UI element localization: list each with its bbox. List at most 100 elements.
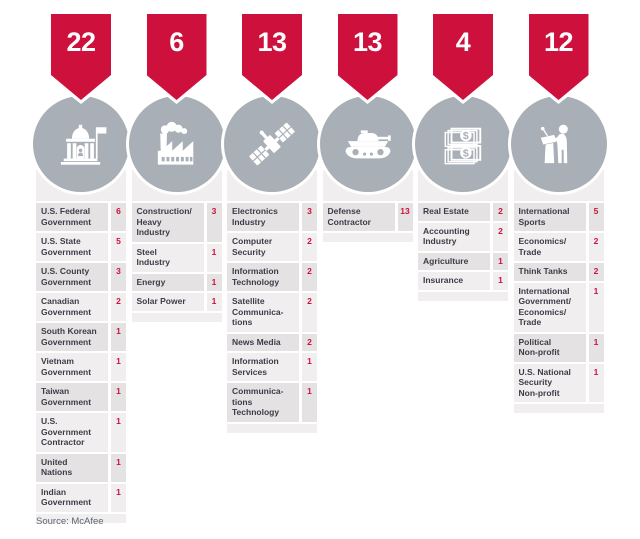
item-label: Political Non-profit <box>513 333 586 362</box>
item-count: 1 <box>111 353 126 381</box>
factory-icon <box>150 121 204 167</box>
item-count: 1 <box>588 363 604 402</box>
item-label: U.S. County Government <box>36 263 108 291</box>
item-label: International Government/ Economics/ Tra… <box>513 282 586 332</box>
item-count: 2 <box>302 263 317 291</box>
category-column: 22 U.S. Federal Government 6 U.S. State … <box>33 0 129 523</box>
item-label: Steel Industry <box>131 243 204 272</box>
item-label: Economics/ Trade <box>513 233 586 261</box>
list-item: Indian Government 1 <box>36 483 126 512</box>
category-column: 12 International Sports 5 Economics/ Tra… <box>510 0 607 413</box>
category-list: International Sports 5 Economics/ Trade … <box>513 170 604 413</box>
item-label: U.S. National Security Non-profit <box>513 363 586 402</box>
list-item: Political Non-profit 1 <box>513 333 604 362</box>
list-item: Information Technology 2 <box>227 263 317 291</box>
band-spacer <box>227 423 317 433</box>
list-item: Canadian Government 2 <box>36 293 126 321</box>
item-count: 1 <box>588 282 604 332</box>
list-item: Vietnam Government 1 <box>36 353 126 381</box>
list-item: Insurance 1 <box>418 272 508 290</box>
item-label: Taiwan Government <box>36 383 108 411</box>
list-item: Economics/ Trade 2 <box>513 233 604 261</box>
ribbon-total: 6 <box>169 27 184 57</box>
list-item: South Korean Government 1 <box>36 323 126 351</box>
satellite-icon <box>245 121 299 167</box>
item-count: 5 <box>111 233 126 261</box>
item-count: 1 <box>302 383 317 422</box>
item-label: Real Estate <box>418 203 490 221</box>
count-ribbon: 13 <box>242 14 302 100</box>
list-item: Solar Power 1 <box>131 293 222 311</box>
item-count: 2 <box>302 333 317 351</box>
item-count: 1 <box>302 353 317 381</box>
list-item: U.S. State Government 5 <box>36 233 126 261</box>
category-column: 4 $ $ Real Estate 2 Accounting Industry … <box>415 0 511 301</box>
ribbon-total: 13 <box>352 27 383 57</box>
item-label: U.S. State Government <box>36 233 108 261</box>
category-column: 6 Construction/ Heavy Industry 3 Steel I… <box>128 0 225 322</box>
item-count: 2 <box>493 203 508 221</box>
item-count: 1 <box>111 323 126 351</box>
item-count: 1 <box>111 413 126 452</box>
category-list: Construction/ Heavy Industry 3 Steel Ind… <box>131 170 222 322</box>
list-item: International Sports 5 <box>513 203 604 231</box>
item-count: 3 <box>302 203 317 231</box>
podium-speaker-icon <box>532 121 586 167</box>
item-count: 1 <box>111 383 126 411</box>
band-spacer <box>131 312 222 322</box>
band-spacer <box>418 291 508 301</box>
item-count: 6 <box>111 203 126 231</box>
category-circle <box>33 96 129 192</box>
item-count: 2 <box>588 263 604 281</box>
item-count: 1 <box>493 272 508 290</box>
item-label: Defense Contractor <box>322 203 395 231</box>
item-count: 2 <box>588 233 604 261</box>
item-count: 2 <box>493 222 508 251</box>
svg-text:$: $ <box>463 147 469 159</box>
item-label: News Media <box>227 333 299 351</box>
category-circle <box>128 96 225 192</box>
source-note: Source: McAfee <box>36 516 104 527</box>
item-label: South Korean Government <box>36 323 108 351</box>
item-count: 13 <box>397 203 413 231</box>
list-item: Agriculture 1 <box>418 252 508 270</box>
category-list: Electronics Industry 3 Computer Security… <box>227 170 317 433</box>
item-count: 3 <box>111 263 126 291</box>
item-count: 3 <box>206 203 222 242</box>
list-item: Energy 1 <box>131 273 222 291</box>
list-item: United Nations 1 <box>36 453 126 482</box>
list-item: U.S. National Security Non-profit 1 <box>513 363 604 402</box>
list-item: Taiwan Government 1 <box>36 383 126 411</box>
list-item: U.S. Government Contractor 1 <box>36 413 126 452</box>
item-label: Electronics Industry <box>227 203 299 231</box>
count-ribbon: 12 <box>528 14 589 100</box>
list-item: Steel Industry 1 <box>131 243 222 272</box>
list-item: Real Estate 2 <box>418 203 508 221</box>
list-item: Accounting Industry 2 <box>418 222 508 251</box>
item-label: International Sports <box>513 203 586 231</box>
item-count: 2 <box>111 293 126 321</box>
item-label: Communica- tions Technology <box>227 383 299 422</box>
item-count: 5 <box>588 203 604 231</box>
item-count: 1 <box>493 252 508 270</box>
item-label: Accounting Industry <box>418 222 490 251</box>
item-label: Indian Government <box>36 483 108 512</box>
band-spacer <box>513 404 604 413</box>
category-column: 13 Defense Contractor 13 <box>319 0 416 242</box>
list-item: Satellite Communica- tions 2 <box>227 293 317 332</box>
list-item: Communica- tions Technology 1 <box>227 383 317 422</box>
item-count: 2 <box>302 233 317 261</box>
ribbon-total: 13 <box>257 27 287 57</box>
item-count: 1 <box>588 333 604 362</box>
item-label: Construction/ Heavy Industry <box>131 203 204 242</box>
item-count: 1 <box>111 483 126 512</box>
category-circle <box>510 96 607 192</box>
item-label: Information Technology <box>227 263 299 291</box>
category-circle: $ $ <box>415 96 511 192</box>
item-label: Solar Power <box>131 293 204 311</box>
band-spacer <box>322 233 413 242</box>
list-item: U.S. County Government 3 <box>36 263 126 291</box>
item-label: Vietnam Government <box>36 353 108 381</box>
item-label: Think Tanks <box>513 263 586 281</box>
